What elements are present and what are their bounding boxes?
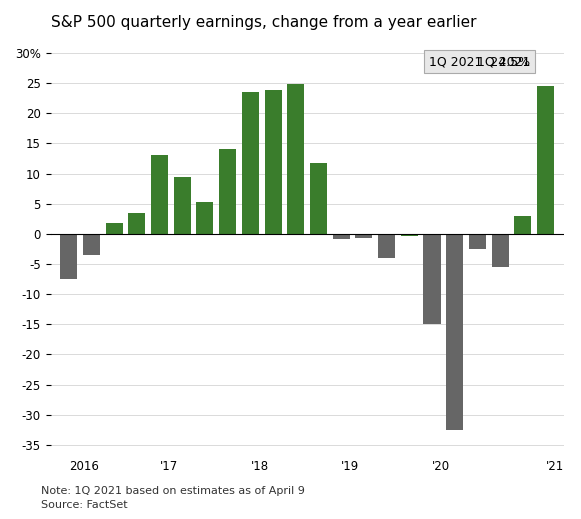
Bar [514, 216, 532, 234]
Bar [469, 234, 486, 249]
Bar [333, 234, 350, 239]
Bar [128, 213, 145, 234]
Text: '18: '18 [250, 460, 268, 473]
Bar [83, 234, 100, 255]
Bar [537, 86, 554, 234]
Text: '17: '17 [160, 460, 178, 473]
Text: S&P 500 quarterly earnings, change from a year earlier: S&P 500 quarterly earnings, change from … [51, 15, 476, 30]
Bar [401, 234, 418, 236]
Bar [219, 149, 236, 234]
Text: '20: '20 [432, 460, 450, 473]
Text: Note: 1Q 2021 based on estimates as of April 9: Note: 1Q 2021 based on estimates as of A… [41, 486, 304, 496]
Bar [174, 176, 191, 234]
Text: 2016: 2016 [69, 460, 99, 473]
Bar [106, 223, 123, 234]
Bar [196, 202, 213, 234]
Bar [356, 234, 372, 238]
Text: '21: '21 [546, 460, 564, 473]
Text: 1Q 2021: 1Q 2021 [477, 56, 530, 69]
Bar [242, 91, 259, 234]
Bar [424, 234, 440, 324]
Text: '19: '19 [341, 460, 360, 473]
Bar [264, 90, 282, 234]
Bar [287, 84, 304, 234]
Bar [60, 234, 77, 279]
Text: Source: FactSet: Source: FactSet [41, 500, 127, 510]
Bar [446, 234, 463, 430]
Text: 1Q 2021  24.5%: 1Q 2021 24.5% [429, 56, 530, 69]
Bar [492, 234, 508, 267]
Bar [378, 234, 395, 258]
Bar [151, 156, 168, 234]
Bar [310, 162, 327, 234]
